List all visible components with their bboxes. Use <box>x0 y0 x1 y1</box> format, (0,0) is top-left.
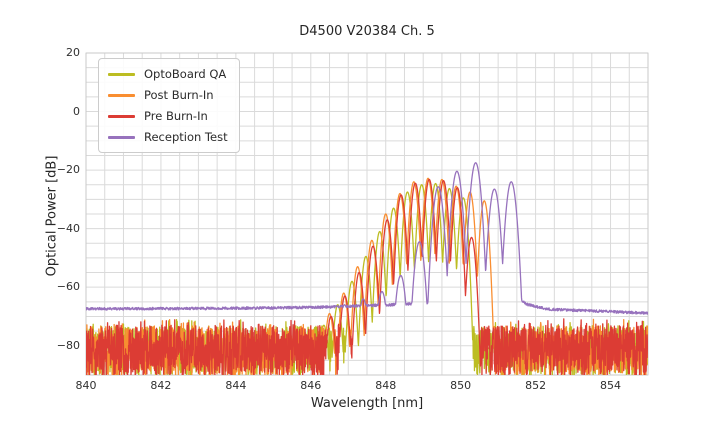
legend-label: Reception Test <box>144 130 228 144</box>
y-tick-label: −40 <box>56 221 80 235</box>
x-tick-label: 846 <box>300 379 322 392</box>
x-tick-label: 848 <box>375 379 397 392</box>
legend-label: Post Burn-In <box>144 88 214 102</box>
chart-title: D4500 V20384 Ch. 5 <box>299 24 435 39</box>
y-tick-label: −60 <box>56 280 80 294</box>
y-tick-label: 0 <box>73 104 80 118</box>
x-tick-label: 852 <box>525 379 547 392</box>
legend: OptoBoard QA Post Burn-In Pre Burn-In Re… <box>98 58 240 153</box>
x-tick-label: 850 <box>450 379 472 392</box>
y-tick-label: −20 <box>56 163 80 177</box>
legend-item-pre-burn-in: Pre Burn-In <box>108 107 228 125</box>
y-tick-label: 20 <box>66 46 80 59</box>
legend-swatch-icon <box>108 93 135 97</box>
x-tick-label: 840 <box>75 379 97 392</box>
x-tick-label: 854 <box>600 379 622 392</box>
legend-swatch-icon <box>108 135 135 139</box>
legend-item-reception-test: Reception Test <box>108 128 228 146</box>
legend-item-post-burn-in: Post Burn-In <box>108 86 228 104</box>
legend-label: OptoBoard QA <box>144 67 227 81</box>
x-tick-label: 842 <box>150 379 172 392</box>
legend-swatch-icon <box>108 114 135 118</box>
y-tick-label: −80 <box>56 338 80 352</box>
legend-swatch-icon <box>108 72 135 76</box>
x-tick-label: 844 <box>225 379 247 392</box>
legend-label: Pre Burn-In <box>144 109 208 123</box>
legend-item-optoboard-qa: OptoBoard QA <box>108 65 228 83</box>
x-axis-label: Wavelength [nm] <box>310 396 424 411</box>
